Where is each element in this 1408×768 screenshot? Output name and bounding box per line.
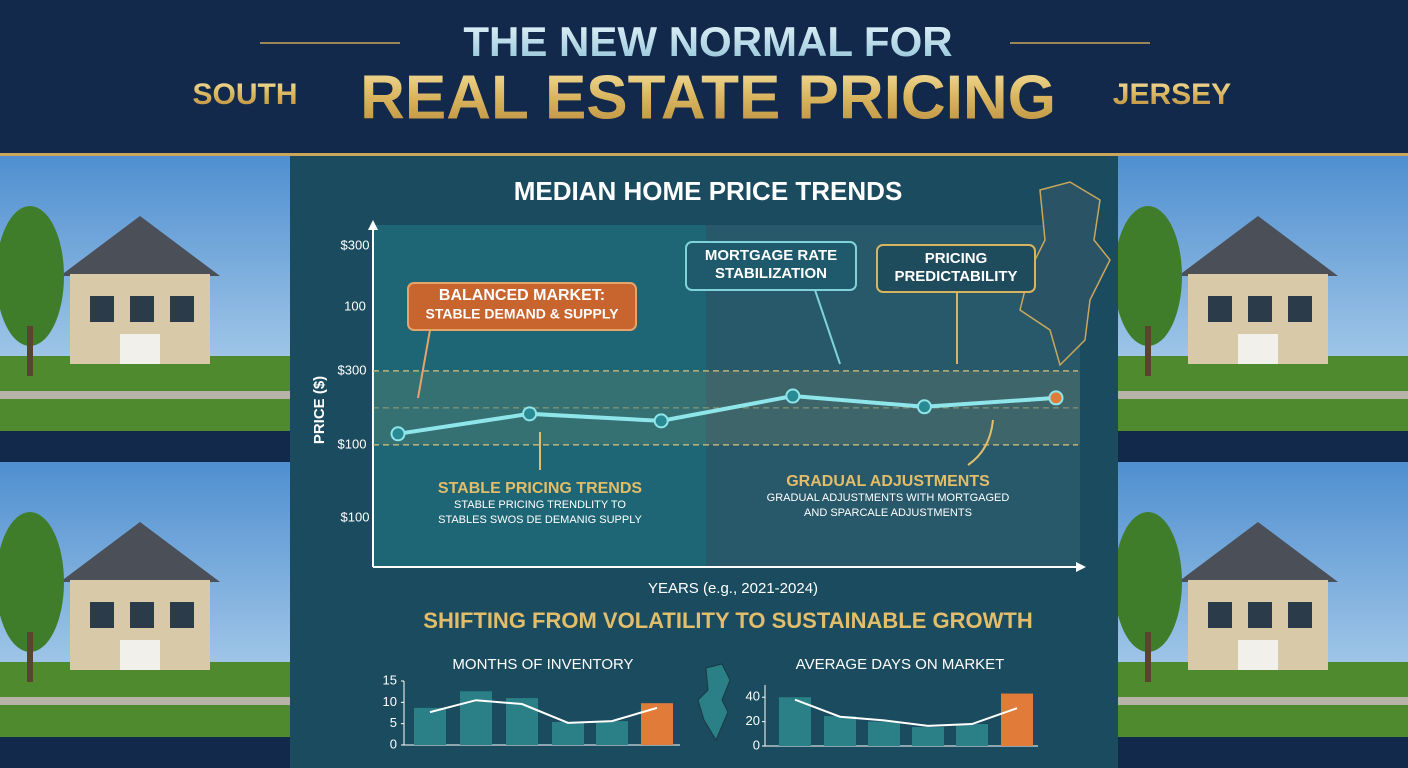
y-tick-label: 40 [746,689,760,704]
price-point [522,406,538,422]
header-band [0,0,1408,155]
bar [868,721,900,746]
bar [641,703,673,745]
photo [1118,156,1408,431]
tagline: SHIFTING FROM VOLATILITY TO SUSTAINABLE … [423,608,1032,633]
trend-line [429,699,658,724]
photo [1118,462,1408,737]
bar [506,698,538,745]
header-right: JERSEY [1113,78,1231,111]
annotation: PRICING [925,250,988,267]
callout-pointer [417,329,431,399]
nj-icon [697,663,731,742]
annotation: STABILIZATION [715,265,827,282]
callout-pointer [814,289,841,365]
bar [824,716,856,746]
bar [414,707,446,745]
price-point [785,388,801,404]
bar [552,721,584,745]
annotation: GRADUAL ADJUSTMENTS WITH MORTGAGED [767,492,1010,504]
price-line [397,394,1057,436]
y-axis-label: PRICE ($) [311,376,328,444]
chart-title: MONTHS OF INVENTORY [452,656,633,673]
y-axis-note: $100 [341,509,370,524]
bar [912,727,944,746]
y-tick-label: 0 [753,737,760,752]
header-main: REAL ESTATE PRICING [360,63,1056,132]
trend-line [794,698,1018,727]
bar [956,724,988,746]
header-line1: THE NEW NORMAL FOR [463,18,952,65]
annotation: AND SPARCALE ADJUSTMENTS [804,507,972,519]
callout-box [407,282,637,331]
y-tick-label: 15 [383,672,397,687]
annotation: STABLE PRICING TRENDS [438,480,642,497]
y-tick-label: $300 [338,362,367,377]
x-axis-arrow [1076,562,1086,572]
annotation: GRADUAL ADJUSTMENTS [786,473,990,490]
y-tick-label: 10 [383,694,397,709]
photo [0,156,290,431]
annotation: STABLE PRICING TRENDLITY TO [454,499,626,511]
bar [596,721,628,745]
chart-title: MEDIAN HOME PRICE TRENDS [514,176,903,206]
header-left: SOUTH [193,78,298,111]
chart-title: AVERAGE DAYS ON MARKET [796,656,1005,673]
y-tick-label: 0 [390,736,397,751]
annotation: STABLES SWOS DE DEMANIG SUPPLY [438,514,642,526]
callout-box [685,241,857,291]
price-point [653,413,669,429]
annotation: STABLE DEMAND & SUPPLY [426,306,620,322]
annotation: MORTGAGE RATE [705,247,837,264]
annotation: BALANCED MARKET: [439,287,605,304]
price-point [1048,390,1064,406]
y-axis-note: 100 [344,298,366,313]
bar [1001,693,1033,746]
price-point [916,399,932,415]
y-tick-label: 20 [746,713,760,728]
callout-pointer [967,419,994,466]
price-point [390,426,406,442]
bar [779,697,811,746]
x-axis-label: YEARS (e.g., 2021-2024) [648,580,818,597]
annotation: PREDICTABILITY [894,268,1017,285]
header-border [0,153,1408,156]
y-tick-label: 5 [390,715,397,730]
photo [0,462,290,737]
y-axis-arrow [368,220,378,230]
y-axis-note: $300 [341,237,370,252]
y-tick-label: $100 [338,436,367,451]
